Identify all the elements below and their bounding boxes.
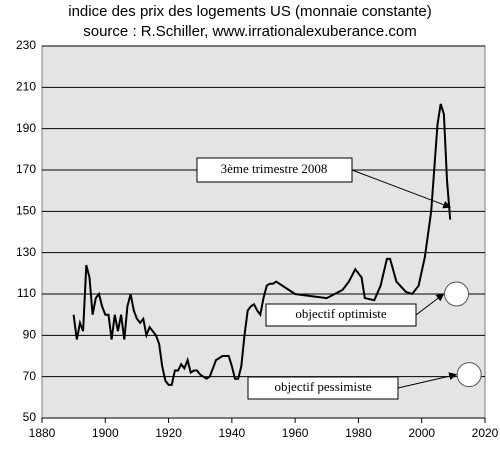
chart-subtitle: source : R.Schiller, www.irrationalexube… (83, 23, 416, 40)
annotation-text: 3ème trimestre 2008 (221, 161, 328, 176)
x-tick-label: 1920 (155, 426, 182, 440)
target-label: objectif optimiste (295, 306, 387, 321)
y-tick-label: 170 (16, 162, 36, 176)
target-label: objectif pessimiste (274, 379, 371, 394)
x-tick-label: 2020 (472, 426, 499, 440)
x-tick-label: 1900 (92, 426, 119, 440)
y-tick-label: 130 (16, 245, 36, 259)
y-tick-label: 90 (23, 328, 37, 342)
chart-title: indice des prix des logements US (monnai… (68, 3, 432, 20)
x-tick-label: 1880 (29, 426, 56, 440)
x-tick-label: 1980 (345, 426, 372, 440)
annotation-arrow (351, 169, 452, 209)
plot-area (41, 45, 486, 419)
y-tick-label: 210 (16, 80, 36, 94)
annotation-box (196, 157, 353, 183)
x-tick-label: 1960 (282, 426, 309, 440)
target-arrow (415, 293, 445, 316)
y-tick-label: 150 (16, 204, 36, 218)
y-tick-label: 110 (17, 286, 36, 300)
target-arrow (397, 372, 458, 389)
x-tick-label: 1940 (219, 426, 246, 440)
y-tick-label: 70 (23, 369, 37, 383)
y-tick-label: 190 (16, 121, 36, 135)
y-tick-label: 50 (23, 410, 37, 424)
y-tick-label: 230 (16, 38, 36, 52)
price-line (72, 103, 452, 386)
target-point (456, 362, 482, 388)
x-tick-label: 2000 (408, 426, 435, 440)
target-point (444, 281, 470, 307)
